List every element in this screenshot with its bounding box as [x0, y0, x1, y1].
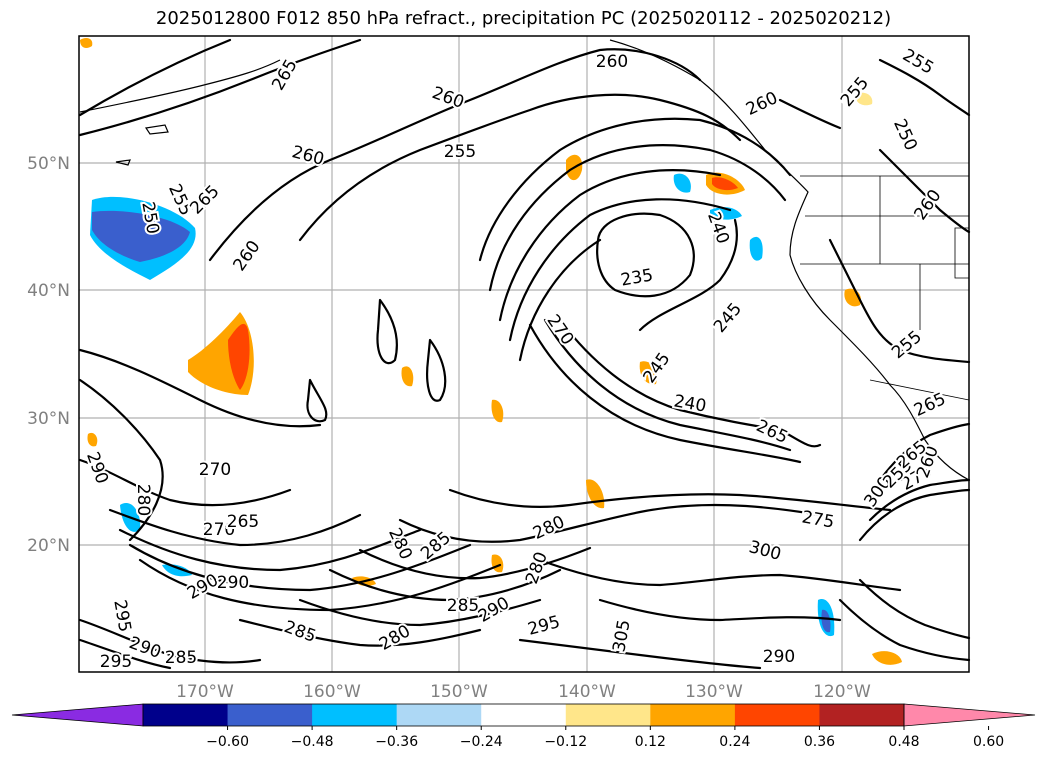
- colorbar-extend-high: [903, 703, 1036, 727]
- contour-label: 285: [165, 648, 197, 668]
- chart-title: 2025012800 F012 850 hPa refract., precip…: [155, 8, 892, 29]
- colorbar-tick-label: −0.60: [206, 734, 249, 750]
- contour-label: 270: [203, 520, 235, 540]
- colorbar-segment: [312, 704, 398, 726]
- colorbar: −0.60 −0.48 −0.36 −0.24 −0.12 0.12 0.24 0.36 0.4…: [11, 703, 1036, 750]
- colorbar-tick-label: 0.36: [804, 734, 835, 750]
- contour-label: 260: [596, 52, 628, 72]
- colorbar-tick-label: 0.12: [635, 734, 666, 750]
- lon-label: 130°W: [685, 682, 743, 702]
- colorbar-tick-label: −0.12: [544, 734, 587, 750]
- graticule: [79, 36, 969, 672]
- colorbar-segment: [819, 704, 905, 726]
- colorbar-extend-low: [11, 703, 144, 727]
- lat-label: 50°N: [27, 154, 70, 174]
- lat-label: 30°N: [27, 409, 70, 429]
- colorbar-segment: [734, 704, 820, 726]
- lat-label: 40°N: [27, 281, 70, 301]
- colorbar-segment: [143, 704, 229, 726]
- contour-label: 280: [133, 484, 153, 516]
- contour-label: 290: [763, 647, 795, 667]
- colorbar-segment: [396, 704, 482, 726]
- latitude-labels: 50°N 40°N 30°N 20°N: [27, 154, 70, 556]
- refractivity-contours: [78, 38, 971, 670]
- lon-label: 170°W: [176, 682, 234, 702]
- colorbar-tick-label: −0.36: [375, 734, 418, 750]
- colorbar-frame: [142, 703, 905, 727]
- contour-label: 270: [199, 460, 231, 480]
- contour-label: 295: [100, 652, 132, 672]
- coastlines: [79, 39, 970, 481]
- colorbar-segment: [650, 704, 736, 726]
- contour-label: 255: [444, 142, 476, 162]
- colorbar-segment: [565, 704, 651, 726]
- lon-label: 140°W: [558, 682, 616, 702]
- colorbar-segment: [227, 704, 313, 726]
- colorbar-tick-label: −0.48: [291, 734, 334, 750]
- colorbar-tick-label: 0.60: [973, 734, 1004, 750]
- colorbar-tick-label: −0.24: [460, 734, 503, 750]
- lon-label: 120°W: [813, 682, 871, 702]
- lon-label: 160°W: [303, 682, 361, 702]
- longitude-labels: 170°W 160°W 150°W 140°W 130°W 120°W: [176, 682, 871, 702]
- lat-label: 20°N: [27, 536, 70, 556]
- contour-label: 265: [227, 512, 259, 532]
- colorbar-tick-label: 0.24: [719, 734, 750, 750]
- map-frame: [78, 35, 970, 673]
- colorbar-segment: [481, 704, 567, 726]
- contour-label: 290: [217, 573, 249, 593]
- lon-label: 150°W: [430, 682, 488, 702]
- colorbar-tick-label: 0.48: [888, 734, 919, 750]
- contour-label: 285: [447, 596, 479, 616]
